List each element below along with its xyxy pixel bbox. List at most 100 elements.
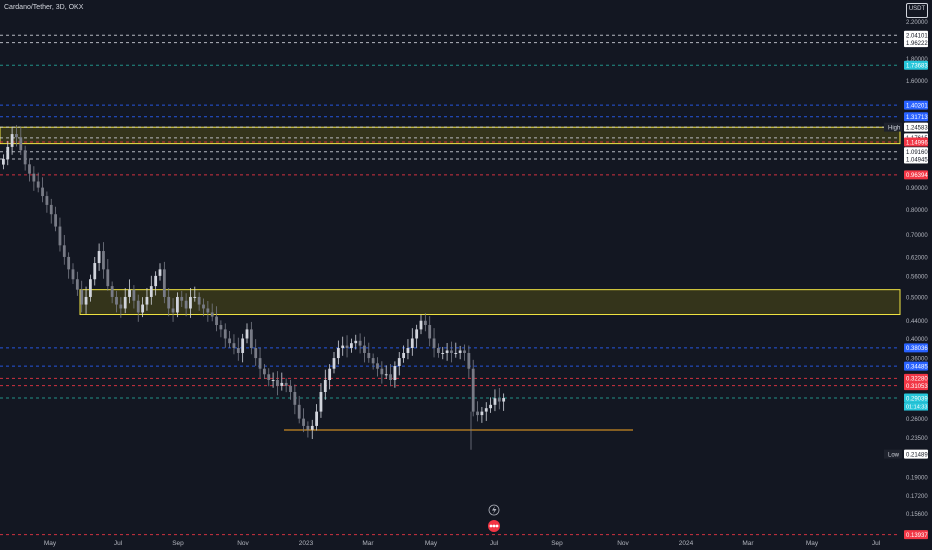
currency-button[interactable]: USDT [906,3,928,18]
countdown-badge [904,402,928,411]
symbol-title[interactable]: Cardano/Tether, 3D, OKX [4,4,84,11]
candle-body [49,204,53,215]
candle-body [354,340,358,344]
candle-body [497,398,501,402]
candle-body [232,343,236,349]
candle-body [336,348,340,359]
candle-body [176,296,179,313]
candle-body [297,404,301,419]
candle-body [423,320,427,326]
y-tick-label: 0.19000 [906,475,928,481]
x-tick-label: May [806,540,819,547]
x-tick-label: Jul [114,540,123,547]
candle-body [132,289,136,301]
candle-body [162,269,166,297]
candle-body [289,385,292,393]
x-tick-label: May [425,540,438,547]
price-badge [904,100,928,110]
candle-body [471,368,475,412]
price-badge-label: 0.32280 [906,377,928,383]
price-badge-label: 0.38036 [906,346,928,352]
candle-body [271,379,275,381]
y-tick-label: 0.40000 [906,337,928,343]
candle-body [171,308,175,313]
candle-body [284,382,288,386]
price-badge-label: 1.09160 [906,150,928,156]
candle-body [54,214,57,227]
y-tick-label: 0.36000 [906,357,928,363]
candle-body [89,279,92,297]
candle-body [345,345,349,349]
candle-body [32,173,36,182]
candle-body [115,296,118,305]
candle-body [15,134,18,138]
candle-body [315,411,318,426]
x-tick-label: 2024 [679,540,694,547]
candle-body [223,329,227,339]
candle-body [319,392,323,412]
lightning-icon [488,504,500,516]
price-badge [904,381,928,391]
candle-body [128,289,131,297]
candle-body [437,348,440,353]
candle-body [158,269,162,276]
candle-body [363,345,366,353]
candle-body [489,404,492,409]
candle-body [67,256,71,270]
price-badge [904,38,928,48]
candle-body [454,352,458,354]
candle-body [180,296,184,301]
dividend-icon [488,520,500,532]
y-tick-label: 1.80000 [906,57,928,63]
price-badge-label: 1.14996 [906,140,928,146]
y-tick-label: 1.60000 [906,79,928,85]
candle-body [184,300,188,309]
candle-body [502,398,506,402]
price-badge-label: 0.31053 [906,384,928,390]
candle-body [450,350,453,353]
price-badge [904,361,928,371]
candle-body [149,286,153,297]
x-tick-label: Mar [742,540,754,547]
x-tick-label: Sep [172,540,184,547]
y-tick-label: 0.23500 [906,436,928,442]
candle-body [106,269,110,287]
y-tick-label: 0.70000 [906,233,928,239]
candle-body [410,338,414,349]
price-badge-label: 0.13937 [906,533,928,539]
candle-body [428,325,432,339]
candle-body [45,196,49,205]
candle-body [210,312,214,317]
candle-body [415,329,419,339]
x-tick-label: 2023 [299,540,314,547]
candle-body [406,348,410,353]
y-tick-label: 0.80000 [906,208,928,214]
y-tick-label: 0.17200 [906,494,928,500]
candle-body [19,137,23,151]
candle-body [241,338,245,353]
candle-body [293,392,297,405]
candle-body [484,408,488,412]
candle-body [358,340,362,346]
y-tick-label: 2.20000 [906,20,928,26]
candle-body [6,146,10,159]
candle-body [380,368,384,375]
candle-body [458,350,462,353]
candle-body [389,374,392,380]
y-tick-label: 0.90000 [906,186,928,192]
price-badge-label: 1.96222 [906,41,928,47]
currency-label: USDT [908,6,926,12]
candle-body [236,348,240,353]
candle-body [2,158,5,165]
candle-body [215,316,218,326]
candle-body [493,398,497,405]
candle-body [136,300,140,313]
y-tick-label: 0.26000 [906,417,928,423]
candle-body [376,363,379,369]
price-badge-label: 1.31713 [906,115,928,121]
candle-body [228,338,231,344]
candle-body [402,352,405,359]
candle-body [206,308,210,313]
